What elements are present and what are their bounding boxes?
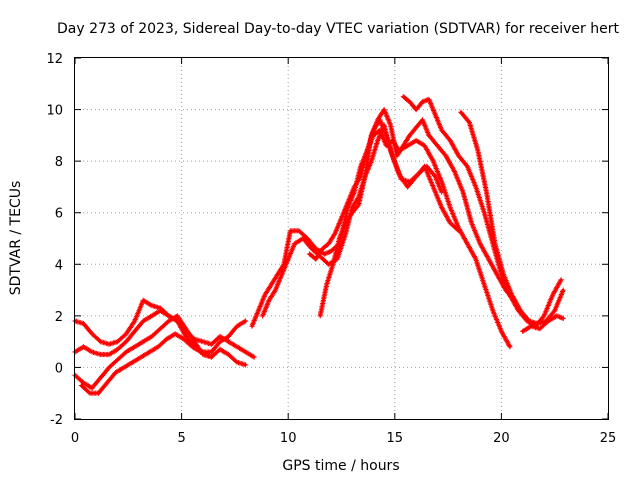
series-track-4	[78, 331, 212, 396]
series-markers	[520, 313, 566, 334]
y-tick-label: 4	[55, 258, 63, 273]
x-tick-label: 5	[177, 431, 185, 446]
axis-ticks	[74, 57, 609, 420]
series-track-11	[520, 313, 566, 334]
data-series	[72, 94, 566, 396]
y-tick-label: 2	[55, 310, 63, 325]
series-track-10	[458, 109, 566, 327]
series-track-6	[260, 122, 462, 319]
y-tick-labels: -2 0 2 4 6 8 10 12	[46, 52, 63, 428]
series-track-8	[317, 107, 517, 319]
x-tick-label: 20	[493, 431, 510, 446]
series-markers	[260, 122, 462, 319]
plot-frame	[74, 57, 609, 420]
gridlines	[75, 58, 608, 419]
y-tick-label: 10	[46, 104, 63, 119]
y-tick-label: 0	[55, 361, 63, 376]
x-tick-label: 10	[280, 431, 297, 446]
x-tick-label: 0	[71, 431, 79, 446]
y-tick-label: 12	[46, 52, 63, 67]
series-trace	[73, 309, 256, 359]
chart-title: Day 273 of 2023, Sidereal Day-to-day VTE…	[57, 21, 619, 37]
y-tick-label: 8	[55, 155, 63, 170]
series-track-3	[72, 313, 249, 391]
x-tick-label: 15	[387, 431, 404, 446]
series-markers	[458, 109, 566, 327]
y-tick-label: -2	[50, 413, 63, 428]
y-axis-label: SDTVAR / TECUs	[8, 181, 24, 296]
x-tick-label: 25	[600, 431, 617, 446]
y-tick-label: 6	[55, 207, 63, 222]
x-tick-labels: 0 5 10 15 20 25	[71, 431, 616, 446]
x-axis-label: GPS time / hours	[282, 458, 399, 474]
series-markers	[78, 331, 212, 396]
series-markers	[317, 107, 517, 319]
